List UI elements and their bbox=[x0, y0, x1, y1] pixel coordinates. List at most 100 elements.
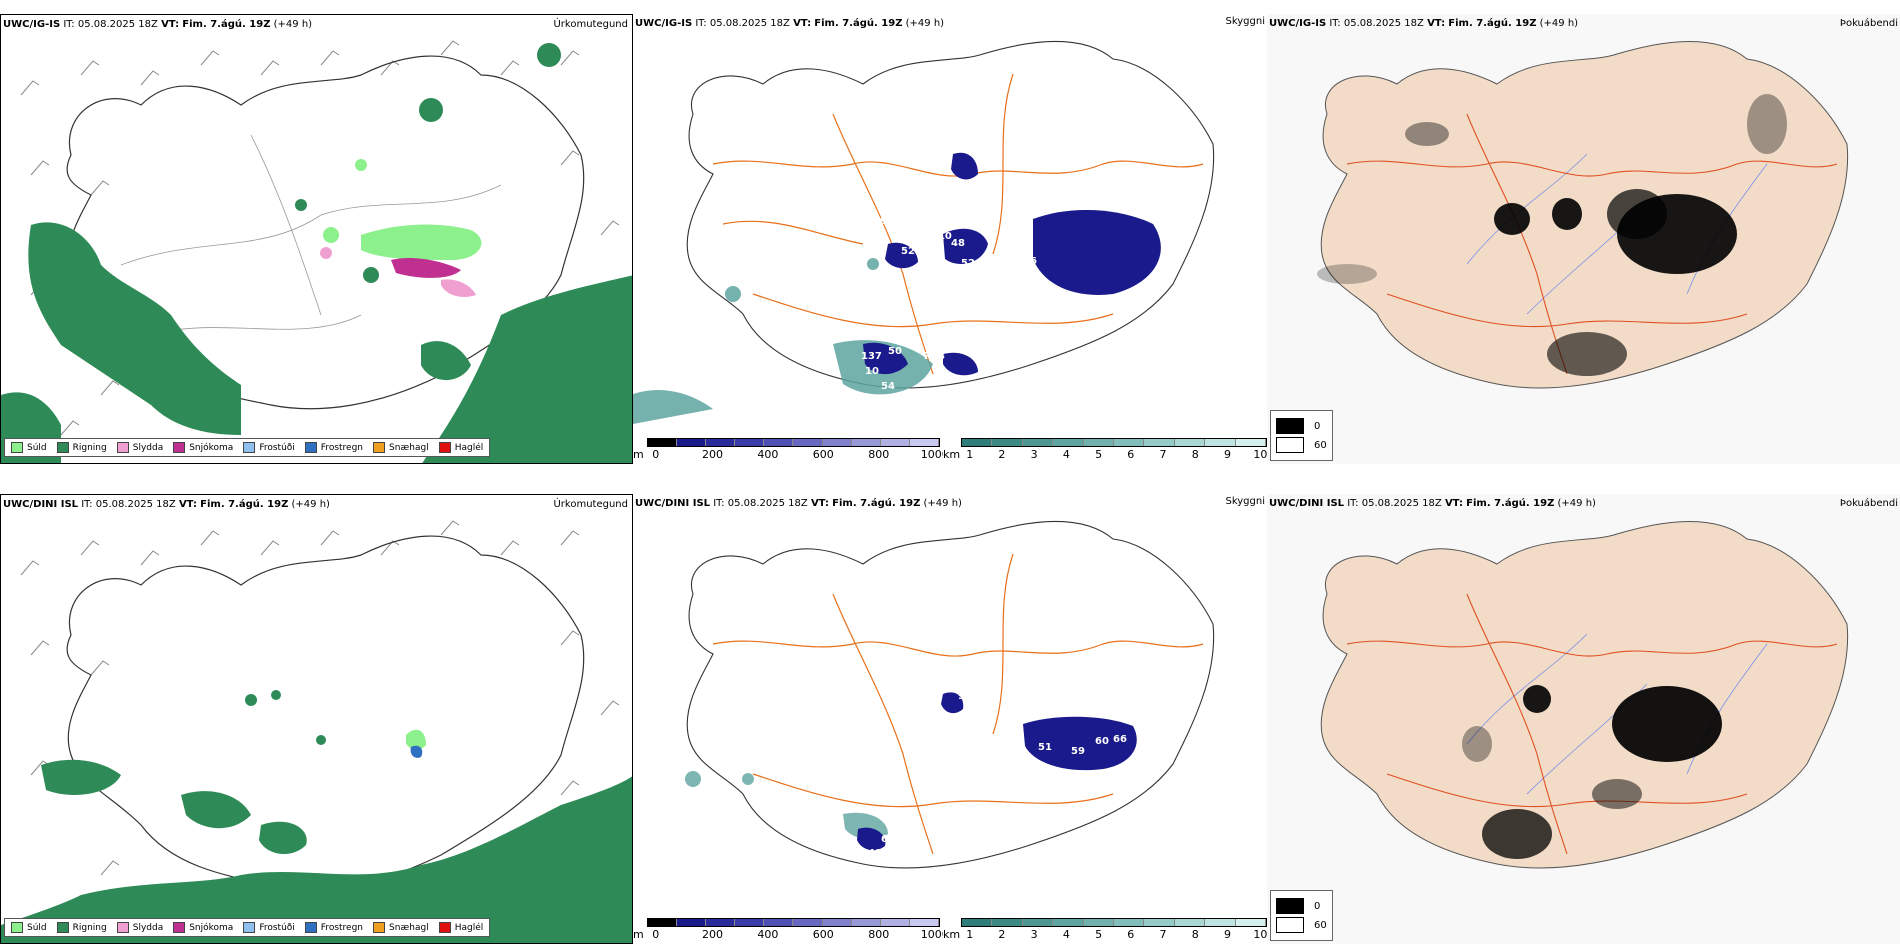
colorbar-cell bbox=[706, 439, 736, 446]
fog-shading bbox=[1317, 94, 1787, 376]
colorbar-tick-label: 800 bbox=[868, 928, 890, 941]
legend-swatch bbox=[116, 922, 129, 933]
legend-swatch bbox=[243, 442, 256, 453]
precip-map-top bbox=[1, 40, 632, 463]
colorbar-tick-label: 400 bbox=[757, 928, 779, 941]
colorbar-cell bbox=[1235, 919, 1267, 926]
teal-visibility-areas bbox=[685, 771, 888, 840]
legend-item: Frostregn bbox=[304, 922, 363, 933]
freezing-rain-areas bbox=[410, 745, 423, 758]
legend-swatch bbox=[438, 922, 451, 933]
colorbar-tick-label: 200 bbox=[701, 448, 723, 461]
colorbar-cell bbox=[851, 439, 881, 446]
colorbar-cell bbox=[1205, 439, 1236, 446]
colorbar-cell bbox=[880, 439, 910, 446]
panel-title-bottom-left: UWC/DINI ISL IT: 05.08.2025 18Z VT: Fim.… bbox=[3, 499, 330, 510]
precip-type-title: Úrkomutegund bbox=[553, 19, 628, 30]
legend-light-swatch bbox=[1276, 437, 1304, 453]
sleet-areas bbox=[320, 247, 476, 297]
cloud-map-bottom bbox=[1267, 494, 1900, 944]
colorbar-tick-label: 1000 bbox=[920, 928, 949, 941]
colorbar-cell bbox=[735, 919, 765, 926]
legend-swatch bbox=[243, 922, 256, 933]
colorbar-cell bbox=[1114, 919, 1145, 926]
legend-item: Haglél bbox=[438, 442, 483, 453]
legend-swatch bbox=[304, 922, 317, 933]
colorbar-cell bbox=[793, 919, 823, 926]
colorbar-tick-label: 0 bbox=[652, 448, 660, 461]
colorbar-cell bbox=[648, 439, 678, 446]
legend-swatch bbox=[173, 442, 186, 453]
colorbar-tick-label: 0 bbox=[652, 928, 660, 941]
colorbar-cell bbox=[677, 919, 707, 926]
visibility-panel-top: UWC/IG-IS IT: 05.08.2025 18Z VT: Fim. 7.… bbox=[633, 14, 1267, 464]
drizzle-areas bbox=[406, 729, 426, 750]
iceland-outline bbox=[686, 520, 1215, 869]
panel-title-top-right: UWC/IG-IS IT: 05.08.2025 18Z VT: Fim. 7.… bbox=[1269, 18, 1579, 29]
legend-swatch bbox=[373, 442, 386, 453]
drizzle-areas bbox=[323, 159, 482, 260]
colorbar-tick-label: 5 bbox=[1095, 928, 1103, 941]
legend-swatch bbox=[438, 442, 451, 453]
visibility-color-strip bbox=[961, 438, 1267, 447]
legend-swatch bbox=[56, 442, 69, 453]
colorbar-tick-label: 400 bbox=[757, 448, 779, 461]
road-lines bbox=[712, 553, 1204, 855]
legend-item: Súld bbox=[11, 922, 47, 933]
colorbar-cell bbox=[1053, 439, 1084, 446]
colorbar-tick-label: 7 bbox=[1159, 448, 1167, 461]
colorbar-cell bbox=[1083, 439, 1115, 446]
visibility-map-top bbox=[633, 40, 1215, 424]
colorbar-cell bbox=[1205, 919, 1236, 926]
legend-item: Snjókoma bbox=[173, 922, 233, 933]
colorbar-cell bbox=[1083, 919, 1115, 926]
colorbar-tick-label: 200 bbox=[701, 928, 723, 941]
legend-dark-swatch bbox=[1276, 898, 1304, 914]
colorbar-tick-label: 600 bbox=[812, 448, 834, 461]
cloud-title: Þokuábendi bbox=[1839, 18, 1898, 29]
legend-swatch bbox=[11, 442, 23, 453]
colorbar-cell bbox=[1174, 439, 1206, 446]
fog-shading bbox=[1462, 685, 1722, 859]
legend-item: Frostregn bbox=[304, 442, 363, 453]
panel-title-bottom-mid: UWC/DINI ISL IT: 05.08.2025 18Z VT: Fim.… bbox=[635, 498, 962, 509]
colorbar-tick-label: 1000 bbox=[920, 448, 949, 461]
legend-item: Snæhagl bbox=[373, 922, 429, 933]
panel-title-top-mid: UWC/IG-IS IT: 05.08.2025 18Z VT: Fim. 7.… bbox=[635, 18, 945, 29]
legend-item: Rigning bbox=[56, 922, 107, 933]
cloud-legend-bottom: 0 60 bbox=[1270, 890, 1333, 941]
cloud-panel-bottom: UWC/DINI ISL IT: 05.08.2025 18Z VT: Fim.… bbox=[1267, 494, 1900, 944]
legend-item: Slydda bbox=[116, 922, 163, 933]
legend-swatch bbox=[173, 922, 186, 933]
colorbar-cell bbox=[822, 919, 852, 926]
legend-light-swatch bbox=[1276, 917, 1304, 933]
legend-swatch bbox=[373, 922, 386, 933]
colorbar-tick-label: 4 bbox=[1062, 928, 1070, 941]
colorbar-cell bbox=[764, 439, 794, 446]
visibility-title: Skyggni bbox=[1225, 16, 1265, 27]
colorbar-cell bbox=[1022, 439, 1054, 446]
colorbar-cell bbox=[706, 919, 736, 926]
cloud-legend-top: 0 60 bbox=[1270, 410, 1333, 461]
legend-item: Frostúði bbox=[243, 922, 295, 933]
legend-item: Súld bbox=[11, 442, 47, 453]
colorbar-tick-label: 8 bbox=[1191, 928, 1199, 941]
colorbar-cell bbox=[677, 439, 707, 446]
colorbar-cell bbox=[1144, 919, 1175, 926]
legend-item: Rigning bbox=[56, 442, 107, 453]
colorbar-cell bbox=[793, 439, 823, 446]
legend-item: Snæhagl bbox=[373, 442, 429, 453]
precip-legend-top: Súld Rigning Slydda Snjókoma Frostúði Fr… bbox=[4, 438, 491, 457]
precip-type-title: Úrkomutegund bbox=[553, 499, 628, 510]
colorbar-cell bbox=[1053, 919, 1084, 926]
iceland-outline bbox=[686, 40, 1215, 389]
colorbar-cell bbox=[1235, 439, 1267, 446]
colorbar-cell bbox=[962, 439, 993, 446]
legend-swatch bbox=[11, 922, 23, 933]
height-colorbar-top: m 0 200 400 600 800 1000 bbox=[633, 436, 949, 464]
colorbar-tick-label: 2 bbox=[998, 448, 1006, 461]
legend-swatch bbox=[56, 922, 69, 933]
colorbar-tick-label: 1 bbox=[966, 448, 974, 461]
colorbar-tick-label: 10 bbox=[1253, 928, 1267, 941]
precip-map-bottom bbox=[1, 520, 632, 943]
